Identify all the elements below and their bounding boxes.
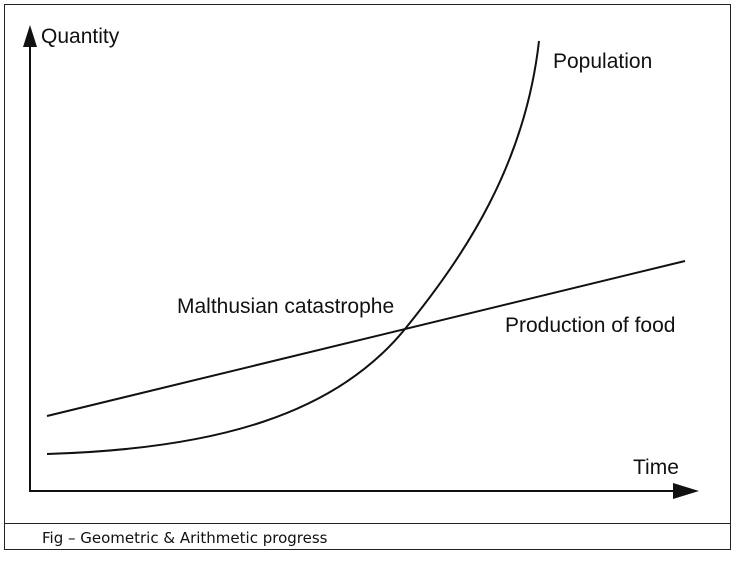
food-production-label: Production of food — [505, 314, 675, 337]
y-axis-label: Quantity — [41, 25, 120, 48]
x-axis-label: Time — [633, 456, 679, 479]
figure-caption: Fig – Geometric & Arithmetic progress — [42, 529, 328, 547]
population-label: Population — [553, 50, 652, 73]
x-axis-arrow-icon — [673, 483, 699, 499]
population-curve — [46, 40, 540, 455]
food-production-line — [46, 260, 686, 417]
caption-bar: Fig – Geometric & Arithmetic progress — [5, 523, 730, 550]
figure-frame: Quantity Time Population Production of f… — [4, 4, 731, 550]
catastrophe-annotation: Malthusian catastrophe — [177, 295, 394, 318]
malthus-diagram: Quantity Time Population Production of f… — [23, 25, 699, 499]
y-axis-arrow-icon — [23, 25, 37, 47]
